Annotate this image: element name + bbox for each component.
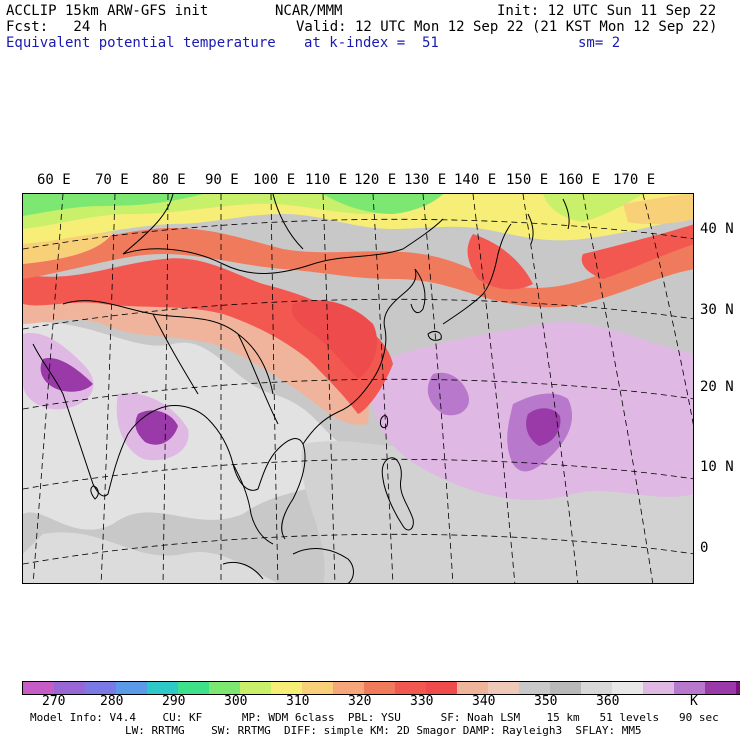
colorbar-label-300: 300 (224, 694, 248, 709)
lat-label-10: 10 N (700, 459, 734, 475)
lon-label-140: 140 E (454, 172, 497, 188)
init-time: Init: 12 UTC Sun 11 Sep 22 (497, 3, 717, 19)
lon-label-110: 110 E (305, 172, 348, 188)
lon-label-100: 100 E (253, 172, 296, 188)
lon-label-70: 70 E (95, 172, 129, 188)
title-model: ACCLIP 15km ARW-GFS init (6, 3, 209, 19)
colorbar-label-330: 330 (410, 694, 434, 709)
colorbar-swatch (457, 682, 488, 694)
colorbar-swatch (116, 682, 147, 694)
colorbar-swatch (519, 682, 550, 694)
colorbar-swatch (333, 682, 364, 694)
colorbar-swatch (612, 682, 643, 694)
lon-label-60: 60 E (37, 172, 71, 188)
colorbar-swatch (178, 682, 209, 694)
forecast-hour: Fcst: 24 h (6, 19, 108, 35)
colorbar-label-310: 310 (286, 694, 310, 709)
colorbar-label-320: 320 (348, 694, 372, 709)
map-panel[interactable] (22, 193, 694, 584)
lon-label-150: 150 E (506, 172, 549, 188)
colorbar-swatch (550, 682, 581, 694)
lat-label-40: 40 N (700, 221, 734, 237)
valid-time: Valid: 12 UTC Mon 12 Sep 22 (21 KST Mon … (296, 19, 718, 35)
title-center: NCAR/MMM (275, 3, 343, 19)
colorbar-swatch (426, 682, 457, 694)
colorbar-swatch (395, 682, 426, 694)
colorbar-label-340: 340 (472, 694, 496, 709)
lon-label-80: 80 E (152, 172, 186, 188)
lon-label-170: 170 E (613, 172, 656, 188)
colorbar-swatch (209, 682, 240, 694)
model-info-line2: LW: RRTMG SW: RRTMG DIFF: simple KM: 2D … (125, 724, 642, 737)
colorbar-swatch (643, 682, 674, 694)
colorbar-swatch (488, 682, 519, 694)
lon-label-90: 90 E (205, 172, 239, 188)
colorbar-swatch (147, 682, 178, 694)
colorbar-unit: K (690, 694, 698, 709)
colorbar (22, 681, 740, 695)
colorbar-swatch (736, 682, 740, 694)
colorbar-label-360: 360 (596, 694, 620, 709)
colorbar-swatch (85, 682, 116, 694)
smoothing: sm= 2 (578, 35, 621, 51)
colorbar-label-270: 270 (42, 694, 66, 709)
colorbar-swatch (364, 682, 395, 694)
colorbar-swatch (54, 682, 85, 694)
lon-label-160: 160 E (558, 172, 601, 188)
model-info-line1: Model Info: V4.4 CU: KF MP: WDM 6class P… (30, 711, 719, 724)
lat-label-30: 30 N (700, 302, 734, 318)
colorbar-label-280: 280 (100, 694, 124, 709)
k-index: at k-index = 51 (304, 35, 439, 51)
colorbar-swatch (23, 682, 54, 694)
colorbar-swatch (240, 682, 271, 694)
theta-e-field (23, 194, 693, 583)
colorbar-label-350: 350 (534, 694, 558, 709)
lon-label-130: 130 E (404, 172, 447, 188)
colorbar-swatch (674, 682, 705, 694)
lat-label-20: 20 N (700, 379, 734, 395)
colorbar-swatch (581, 682, 612, 694)
colorbar-swatch (302, 682, 333, 694)
colorbar-swatch (705, 682, 736, 694)
lon-label-120: 120 E (354, 172, 397, 188)
lat-label-0: 0 (700, 540, 709, 556)
colorbar-label-290: 290 (162, 694, 186, 709)
field-name: Equivalent potential temperature (6, 35, 276, 51)
colorbar-swatch (271, 682, 302, 694)
